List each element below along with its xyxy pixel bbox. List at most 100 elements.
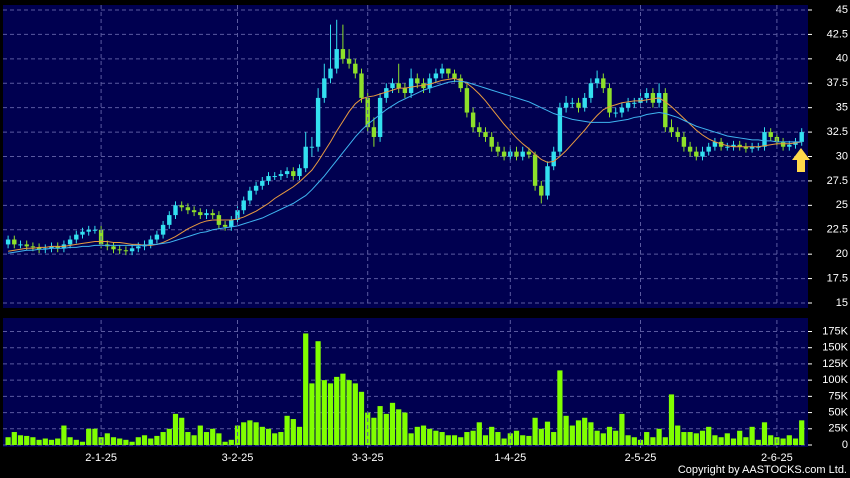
volume-bar <box>129 441 135 445</box>
y-tick-label: 30 <box>836 150 848 162</box>
volume-bar <box>284 415 290 445</box>
y-tick-label: 175K <box>822 325 848 337</box>
candle-body <box>359 73 364 98</box>
volume-bar <box>315 341 321 445</box>
volume-bar <box>730 438 737 445</box>
candle-body <box>607 88 612 113</box>
volume-bar <box>656 428 662 445</box>
volume-bar <box>210 428 216 445</box>
candle-body <box>737 144 742 147</box>
volume-bar <box>92 428 98 445</box>
x-tick-label: 2-5-25 <box>625 452 657 464</box>
volume-bar <box>538 428 544 445</box>
candle-body <box>49 246 54 249</box>
y-tick-label: 32.5 <box>827 126 848 138</box>
candle-body <box>669 127 674 133</box>
volume-bar <box>110 437 117 445</box>
candle-body <box>136 246 141 249</box>
volume-bar <box>724 433 730 445</box>
volume-bar <box>557 370 563 445</box>
candle-body <box>123 250 129 252</box>
volume-bar <box>644 432 650 445</box>
candle-body <box>650 93 656 103</box>
volume-bar <box>11 432 17 445</box>
y-tick-label: 50K <box>828 406 848 418</box>
candle-body <box>675 132 680 137</box>
volume-bar <box>148 438 154 445</box>
volume-bar <box>681 432 687 445</box>
candle-body <box>501 151 507 157</box>
signal-arrow <box>792 148 810 172</box>
volume-bar <box>650 437 656 445</box>
candle-body <box>334 49 339 69</box>
candle-body <box>427 78 432 89</box>
candle-body <box>408 78 414 94</box>
candle-body <box>266 176 271 181</box>
volume-bar <box>216 433 222 445</box>
candle-body <box>328 68 333 79</box>
volume-bar <box>86 428 92 445</box>
volume-bar <box>662 437 668 445</box>
volume-bar <box>451 435 458 445</box>
volume-bar <box>36 439 42 445</box>
volume-bar <box>458 437 464 445</box>
volume-bar <box>532 417 538 445</box>
candle-body <box>278 174 284 177</box>
volume-bar <box>588 422 594 445</box>
candle-body <box>86 229 91 232</box>
volume-bar <box>135 437 141 445</box>
candle-body <box>67 239 73 245</box>
volume-bar <box>42 438 48 445</box>
volume-bar <box>17 435 24 445</box>
volume-bar <box>79 441 86 445</box>
y-tick-label: 40 <box>836 53 848 65</box>
volume-bar <box>191 435 197 445</box>
candle-body <box>477 127 482 133</box>
y-tick-label: 20 <box>836 248 848 260</box>
candle-body <box>117 249 122 251</box>
x-tick-label: 1-4-25 <box>494 452 526 464</box>
volume-bar <box>371 417 377 445</box>
candle-body <box>229 219 234 227</box>
volume-bar <box>30 437 36 445</box>
volume-bar <box>117 438 123 445</box>
candle-body <box>353 63 358 74</box>
volume-bar <box>166 428 172 445</box>
volume-bar <box>123 439 129 445</box>
y-tick-label: 45 <box>836 4 848 16</box>
candle-body <box>644 93 649 98</box>
volume-bar <box>606 426 613 445</box>
volume-bar <box>749 426 755 445</box>
volume-bar <box>104 433 110 445</box>
volume-bar <box>693 433 699 445</box>
candle-body <box>712 141 718 147</box>
candle-body <box>557 107 563 152</box>
volume-bar <box>613 430 619 445</box>
volume-bar <box>327 383 334 445</box>
volume-bar <box>445 435 451 445</box>
candle-body <box>80 231 85 235</box>
candle-body <box>625 102 631 108</box>
volume-bar <box>668 394 675 445</box>
volume-bar <box>482 435 489 445</box>
candle-body <box>545 166 550 196</box>
volume-bar <box>389 402 396 445</box>
y-tick-label: 25K <box>828 423 848 435</box>
candle-body <box>272 176 277 178</box>
volume-bar <box>755 439 761 445</box>
y-tick-label: 15 <box>836 297 848 309</box>
candle-body <box>322 78 327 98</box>
volume-bar <box>582 417 588 445</box>
volume-bar <box>241 422 247 445</box>
volume-bar <box>259 426 265 445</box>
volume-bar <box>290 419 296 445</box>
volume-bar <box>551 432 557 445</box>
candle-body <box>253 185 259 191</box>
candle-body <box>284 171 290 175</box>
y-tick-label: 0 <box>842 439 848 451</box>
candle-body <box>5 239 11 245</box>
volume-bar <box>513 430 520 445</box>
volume-bar <box>377 406 383 445</box>
candle-body <box>185 207 191 211</box>
